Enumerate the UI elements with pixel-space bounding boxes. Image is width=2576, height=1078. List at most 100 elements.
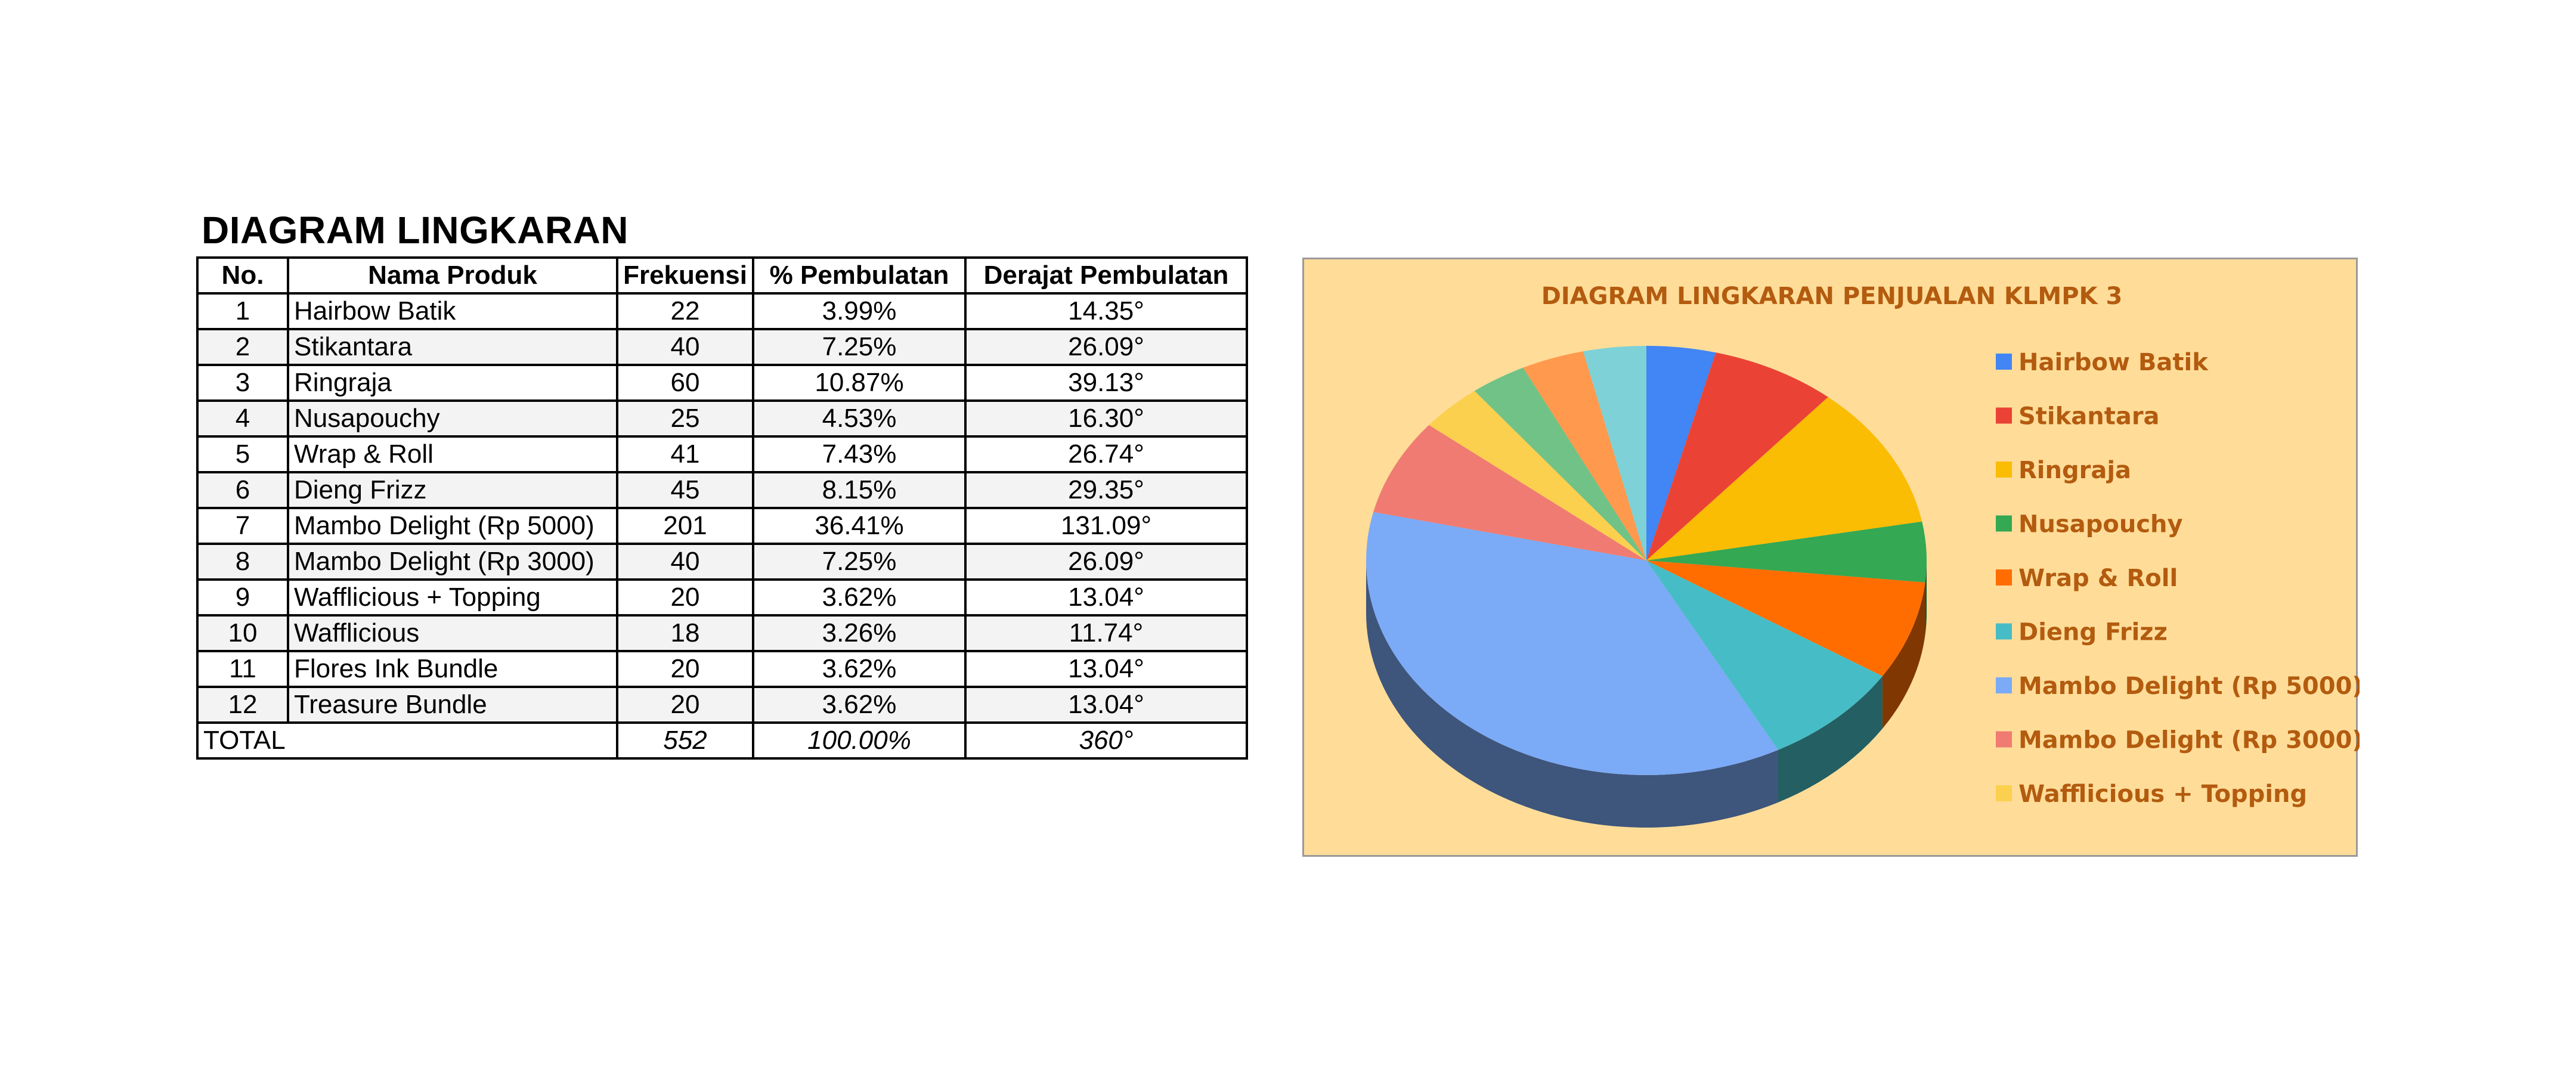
product-name-cell: Mambo Delight (Rp 3000) (287, 543, 618, 581)
frequency-cell: 20 (616, 650, 754, 688)
legend-label-wrap-roll: Wrap & Roll (2018, 565, 2178, 592)
pie-slice-wrap-roll (1646, 560, 1925, 677)
table-row: 7 Mambo Delight (Rp 5000) 201 36.41% 131.09° (196, 507, 1248, 545)
degree-cell: 13.04° (964, 650, 1248, 688)
degree-cell: 13.04° (964, 686, 1248, 724)
table-row: 6 Dieng Frizz 45 8.15% 29.35° (196, 471, 1248, 509)
legend-label-ringraja: Ringraja (2018, 457, 2131, 484)
legend-swatch-wafflicious-topping (1996, 785, 2012, 801)
legend-label-nusapouchy: Nusapouchy (2018, 511, 2183, 538)
percent-cell: 3.62% (752, 650, 967, 688)
percent-cell: 3.62% (752, 578, 967, 617)
product-name-cell: Wrap & Roll (287, 435, 618, 473)
table-row: 10 Wafflicious 18 3.26% 11.74° (196, 614, 1248, 652)
pie-slice-treasure-bundle (1583, 346, 1646, 560)
product-name-cell: Flores Ink Bundle (287, 650, 618, 688)
frequency-cell: 40 (616, 328, 754, 366)
pie-slices-group (1366, 346, 1927, 775)
pie-side-wrap-roll (1882, 582, 1925, 729)
table-total-row: TOTAL 552 100.00% 360° (196, 721, 1248, 760)
percent-cell: 10.87% (752, 364, 967, 402)
product-name-cell: Nusapouchy (287, 399, 618, 438)
product-name-cell: Dieng Frizz (287, 471, 618, 509)
percent-cell: 7.25% (752, 543, 967, 581)
column-header-degree: Derajat Pembulatan (964, 256, 1248, 295)
column-header-frequency: Frekuensi (616, 256, 754, 295)
legend-swatch-wrap-roll (1996, 569, 2012, 586)
pie-depth-group (1366, 560, 1927, 828)
legend-swatch-hairbow-batik (1996, 354, 2012, 370)
legend-swatch-dieng-frizz (1996, 623, 2012, 640)
table-row: 5 Wrap & Roll 41 7.43% 26.74° (196, 435, 1248, 473)
frequency-cell: 20 (616, 686, 754, 724)
legend-swatch-stikantara (1996, 407, 2012, 424)
pie-slice-wafflicious (1474, 367, 1646, 560)
pie-chart-panel: DIAGRAM LINGKARAN PENJUALAN KLMPK 3 Hair… (1302, 258, 2360, 857)
frequency-cell: 41 (616, 435, 754, 473)
table-row: 1 Hairbow Batik 22 3.99% 14.35° (196, 292, 1248, 330)
row-number-cell: 7 (196, 507, 289, 545)
percent-cell: 3.26% (752, 614, 967, 652)
column-header-name: Nama Produk (287, 256, 618, 295)
product-name-cell: Treasure Bundle (287, 686, 618, 724)
pie-slice-hairbow-batik (1646, 346, 1716, 560)
frequency-cell: 22 (616, 292, 754, 330)
pie-slice-ringraja (1646, 396, 1922, 560)
legend-swatch-mambo-delight-rp-5000 (1996, 677, 2012, 693)
pie-slice-mambo-delight-rp-3000 (1373, 425, 1646, 560)
row-number-cell: 8 (196, 543, 289, 581)
frequency-cell: 25 (616, 399, 754, 438)
legend-label-dieng-frizz: Dieng Frizz (2018, 619, 2168, 646)
pie-side-mambo-delight-rp-5000 (1366, 560, 1778, 828)
row-number-cell: 6 (196, 471, 289, 509)
degree-cell: 26.09° (964, 543, 1248, 581)
total-label: TOTAL (196, 721, 618, 760)
legend-label-hairbow-batik: Hairbow Batik (2018, 349, 2209, 376)
legend-label-mambo-delight-rp-5000: Mambo Delight (Rp 5000) (2018, 673, 2360, 700)
percent-cell: 7.43% (752, 435, 967, 473)
row-number-cell: 10 (196, 614, 289, 652)
pie-slice-wafflicious-topping (1429, 391, 1646, 560)
page-heading: DIAGRAM LINGKARAN (202, 209, 628, 252)
table-row: 12 Treasure Bundle 20 3.62% 13.04° (196, 686, 1248, 724)
percent-cell: 4.53% (752, 399, 967, 438)
pie-chart: DIAGRAM LINGKARAN PENJUALAN KLMPK 3 Hair… (1366, 283, 2360, 828)
degree-cell: 14.35° (964, 292, 1248, 330)
degree-cell: 13.04° (964, 578, 1248, 617)
row-number-cell: 3 (196, 364, 289, 402)
table-row: 4 Nusapouchy 25 4.53% 16.30° (196, 399, 1248, 438)
frequency-cell: 201 (616, 507, 754, 545)
legend-swatch-mambo-delight-rp-3000 (1996, 731, 2012, 748)
product-name-cell: Ringraja (287, 364, 618, 402)
column-header-percent: % Pembulatan (752, 256, 967, 295)
row-number-cell: 2 (196, 328, 289, 366)
frequency-cell: 40 (616, 543, 754, 581)
degree-cell: 39.13° (964, 364, 1248, 402)
row-number-cell: 11 (196, 650, 289, 688)
table-header-row: No. Nama Produk Frekuensi % Pembulatan D… (196, 256, 1248, 295)
row-number-cell: 9 (196, 578, 289, 617)
percent-cell: 36.41% (752, 507, 967, 545)
frequency-cell: 60 (616, 364, 754, 402)
frequency-table: No. Nama Produk Frekuensi % Pembulatan D… (196, 256, 1248, 760)
total-frequency: 552 (616, 721, 754, 760)
frequency-cell: 18 (616, 614, 754, 652)
product-name-cell: Wafflicious + Topping (287, 578, 618, 617)
frequency-cell: 45 (616, 471, 754, 509)
pie-slice-mambo-delight-rp-5000 (1366, 512, 1778, 775)
total-percent: 100.00% (752, 721, 967, 760)
chart-legend: Hairbow Batik Stikantara Ringraja Nusapouch… (1996, 349, 2360, 808)
percent-cell: 7.25% (752, 328, 967, 366)
pie-slice-stikantara (1646, 352, 1828, 560)
degree-cell: 131.09° (964, 507, 1248, 545)
percent-cell: 8.15% (752, 471, 967, 509)
degree-cell: 26.09° (964, 328, 1248, 366)
product-name-cell: Hairbow Batik (287, 292, 618, 330)
row-number-cell: 5 (196, 435, 289, 473)
degree-cell: 11.74° (964, 614, 1248, 652)
legend-label-mambo-delight-rp-3000: Mambo Delight (Rp 3000) (2018, 727, 2360, 754)
pie-slice-flores-ink-bundle (1523, 351, 1646, 560)
percent-cell: 3.62% (752, 686, 967, 724)
pie-slice-dieng-frizz (1646, 560, 1883, 750)
frequency-cell: 20 (616, 578, 754, 617)
